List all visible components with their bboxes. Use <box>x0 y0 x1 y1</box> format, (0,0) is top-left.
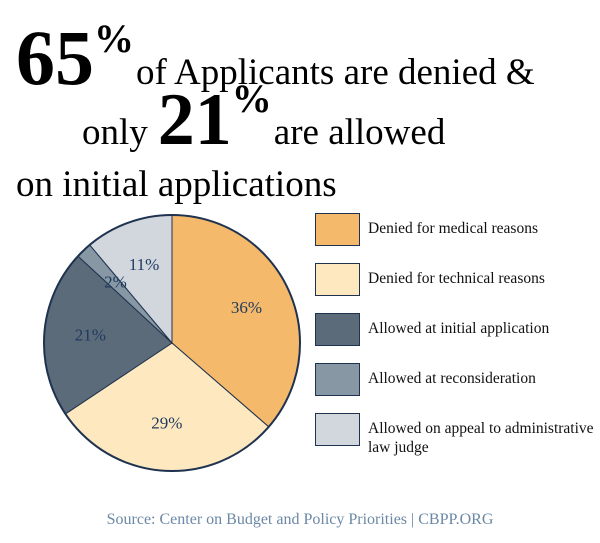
legend-swatch <box>315 363 360 396</box>
legend-item: Allowed on appeal to administrative law … <box>315 413 600 463</box>
legend-item: Allowed at reconsideration <box>315 363 600 413</box>
legend-swatch <box>315 263 360 296</box>
data-label: 11% <box>129 255 160 274</box>
pie: 36% 29% 21% 2%11% <box>43 214 301 472</box>
legend-label: Denied for medical reasons <box>368 220 539 237</box>
headline-percent: % <box>232 76 272 121</box>
headline-text: only <box>82 112 148 153</box>
legend-swatch <box>315 213 360 246</box>
legend-label: Allowed on appeal to administrative law … <box>368 420 594 456</box>
data-label: 21% <box>75 325 106 344</box>
source: Source: Center on Budget and Policy Prio… <box>107 511 494 528</box>
data-label: 36% <box>231 298 262 317</box>
legend-swatch <box>315 313 360 346</box>
legend-label: Allowed at initial application <box>368 320 550 337</box>
legend-item: Denied for medical reasons <box>315 213 600 263</box>
headline-text: are allowed <box>274 112 446 153</box>
legend-swatch <box>315 413 360 446</box>
pie-border <box>43 214 301 472</box>
headline-line-3: on initial applications <box>16 164 337 205</box>
legend: Denied for medical reasons Denied for tec… <box>315 213 600 463</box>
data-label: 2% <box>104 273 127 292</box>
legend-label: Allowed at reconsideration <box>368 370 536 387</box>
headline-number: 21 <box>158 79 232 161</box>
headline-number: 65 <box>16 14 94 101</box>
data-label: 29% <box>151 414 182 433</box>
legend-label: Denied for technical reasons <box>368 270 545 287</box>
headline-text: of Applicants are denied & <box>136 52 535 93</box>
headline-line-2: only 21%are allowed <box>82 76 446 161</box>
headline-percent: % <box>94 16 134 61</box>
legend-item: Allowed at initial application <box>315 313 600 363</box>
legend-item: Denied for technical reasons <box>315 263 600 313</box>
headline-line-1: 65%of Applicants are denied & <box>16 14 535 101</box>
